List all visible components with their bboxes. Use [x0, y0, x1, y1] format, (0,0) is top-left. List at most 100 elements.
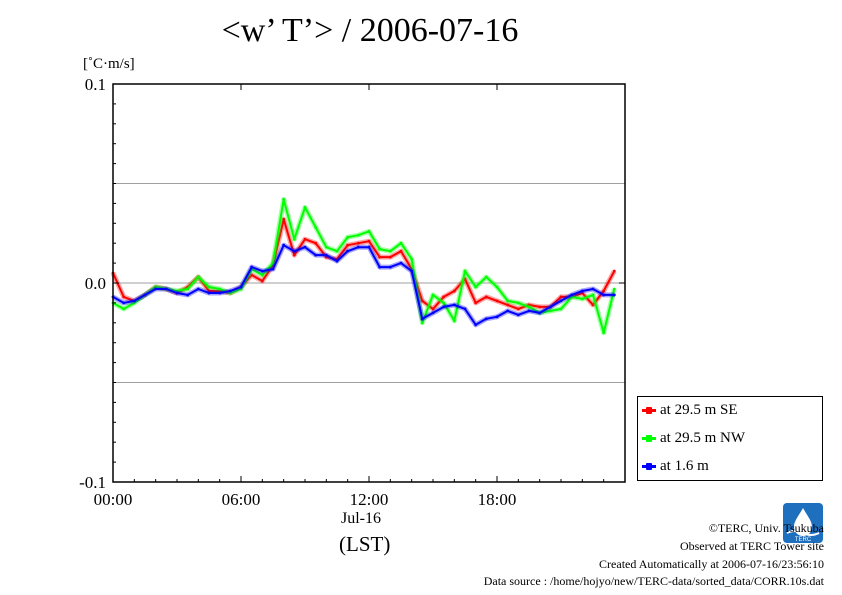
- series-2-point-7: [186, 293, 190, 297]
- series-0-point-34: [474, 301, 478, 305]
- series-0-point-40: [538, 305, 542, 309]
- series-1-point-21: [335, 249, 339, 253]
- series-1-point-4: [154, 285, 158, 289]
- legend-label-nw: at 29.5 m NW: [660, 430, 745, 446]
- legend-item-se: at 29.5 m SE: [642, 402, 738, 419]
- legend-swatch-low: [642, 463, 656, 470]
- series-2-point-1: [122, 301, 126, 305]
- series-2-point-10: [218, 291, 222, 295]
- series-2-point-38: [516, 313, 520, 317]
- footer-source: Data source : /home/hojyo/new/TERC-data/…: [483, 574, 824, 588]
- series-0-point-32: [452, 289, 456, 293]
- x-tick-label-1: 06:00: [222, 490, 261, 509]
- series-2-point-26: [388, 265, 392, 269]
- x-tick-label-3: 18:00: [478, 490, 517, 509]
- series-1-point-16: [282, 198, 286, 201]
- series-1-point-36: [495, 285, 499, 289]
- series-2-point-12: [239, 285, 243, 289]
- series-2-point-18: [303, 245, 307, 249]
- series-2-point-19: [314, 253, 318, 257]
- series-2-point-46: [602, 293, 606, 297]
- series-2-point-13: [250, 265, 254, 269]
- series-0-point-18: [303, 237, 307, 241]
- series-0-point-9: [207, 289, 211, 293]
- series-1-point-7: [186, 287, 190, 291]
- series-0-point-1: [122, 295, 126, 299]
- series-2-point-32: [452, 303, 456, 307]
- legend-item-nw: at 29.5 m NW: [642, 430, 745, 447]
- series-0-point-23: [356, 241, 360, 245]
- series-0-point-35: [484, 295, 488, 299]
- tick-labels: 00:00 06:00 12:00 18:00 -0.1 0.0 0.1: [79, 75, 516, 509]
- series-2-point-36: [495, 315, 499, 319]
- series-2-point-29: [420, 317, 424, 321]
- x-tick-label-2: 12:00: [350, 490, 389, 509]
- y-tick-label-1: 0.0: [85, 274, 106, 293]
- series-1-point-29: [420, 321, 424, 325]
- series-1-point-47: [612, 287, 616, 291]
- series-1-point-27: [399, 241, 403, 245]
- series-2-point-35: [484, 317, 488, 321]
- series-1-point-26: [388, 249, 392, 253]
- series-0-point-36: [495, 299, 499, 303]
- series-0-point-30: [431, 307, 435, 311]
- series-1-point-8: [196, 275, 200, 279]
- series-1-point-24: [367, 229, 371, 233]
- terc-logo: TERC: [783, 503, 823, 543]
- series-2-point-14: [260, 269, 264, 273]
- series-2-point-27: [399, 261, 403, 265]
- series-0-point-42: [559, 295, 563, 299]
- series-2-point-25: [378, 265, 382, 269]
- legend-item-low: at 1.6 m: [642, 458, 709, 475]
- series-1-point-15: [271, 261, 275, 265]
- footer-created: Created Automatically at 2006-07-16/23:5…: [599, 557, 824, 571]
- tick-marks: [112, 83, 626, 483]
- series-2-point-33: [463, 307, 467, 311]
- series-2-point-44: [580, 289, 584, 293]
- x-tick-label-0: 00:00: [94, 490, 133, 509]
- series-2-point-8: [196, 287, 200, 291]
- series-2-point-24: [367, 245, 371, 249]
- series-2-point-5: [164, 287, 168, 291]
- series-1-point-14: [260, 273, 264, 277]
- series-2-point-6: [175, 291, 179, 295]
- series-2-point-41: [548, 305, 552, 309]
- series-layer: [110, 196, 617, 336]
- series-1-point-41: [548, 309, 552, 313]
- footer-copyright: ©TERC, Univ. Tsukuba: [708, 521, 824, 535]
- series-1-point-10: [218, 287, 222, 291]
- logo-text: TERC: [795, 537, 812, 543]
- series-2-point-20: [324, 253, 328, 257]
- series-2-point-17: [292, 249, 296, 253]
- series-2-point-28: [410, 269, 414, 273]
- series-1-point-2: [132, 301, 136, 305]
- series-0-point-47: [612, 269, 616, 273]
- series-2-point-31: [442, 305, 446, 309]
- series-2-point-42: [559, 299, 563, 303]
- series-2-point-23: [356, 245, 360, 249]
- series-1-point-22: [346, 235, 350, 239]
- series-0-point-13: [250, 273, 254, 277]
- series-1-point-11: [228, 291, 232, 295]
- series-1-point-30: [431, 293, 435, 297]
- series-1-point-46: [602, 331, 606, 335]
- series-2-point-47: [612, 293, 616, 297]
- series-1-point-38: [516, 301, 520, 305]
- series-0-point-16: [282, 217, 286, 221]
- footer-site: Observed at TERC Tower site: [679, 539, 824, 553]
- series-1-point-18: [303, 205, 307, 209]
- series-2-point-9: [207, 291, 211, 295]
- series-1-point-19: [314, 225, 318, 229]
- series-1-point-28: [410, 257, 414, 261]
- series-2-point-4: [154, 287, 158, 291]
- series-2-point-34: [474, 323, 478, 327]
- series-2-point-45: [591, 287, 595, 291]
- series-line-1: [112, 198, 616, 334]
- series-2-point-15: [271, 267, 275, 271]
- series-0-point-14: [260, 279, 264, 283]
- series-0-point-27: [399, 249, 403, 253]
- legend: at 29.5 m SE at 29.5 m NW at 1.6 m: [637, 396, 823, 481]
- series-1-point-9: [207, 285, 211, 289]
- series-2-point-22: [346, 249, 350, 253]
- y-axis-unit-label: [˚C·m/s]: [83, 56, 135, 72]
